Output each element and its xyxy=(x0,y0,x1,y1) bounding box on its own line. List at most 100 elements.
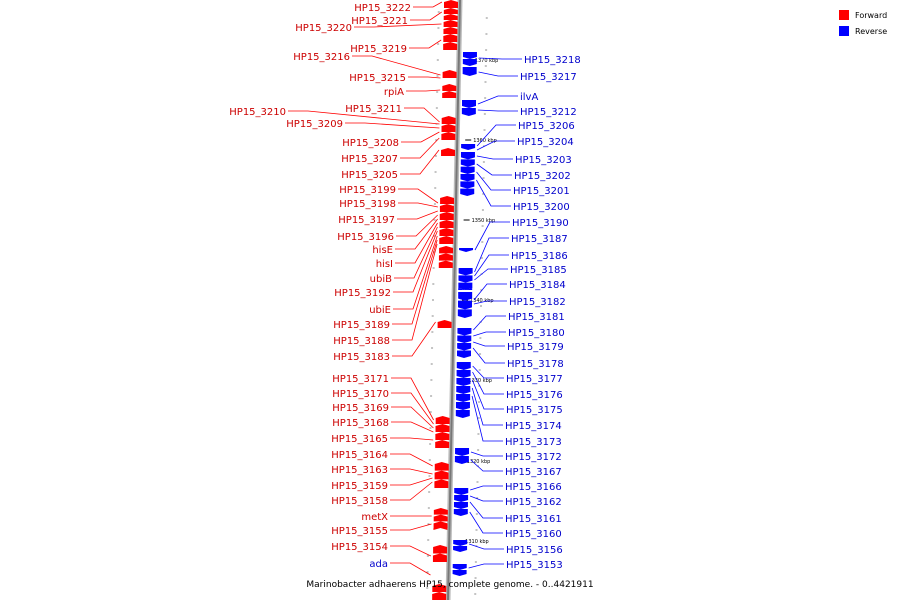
forward-gene-leader xyxy=(410,11,442,21)
reverse-gene-glyph xyxy=(460,159,475,167)
reverse-gene-glyph xyxy=(456,394,471,402)
forward-gene-leader xyxy=(393,230,438,293)
reverse-gene-glyph xyxy=(461,108,476,116)
forward-gene-label: HP15_3210 xyxy=(229,107,286,118)
forward-gene-leader xyxy=(392,321,436,357)
forward-gene-label: ada xyxy=(369,559,388,570)
reverse-gene-glyph xyxy=(460,181,475,189)
reverse-gene-label: HP15_3167 xyxy=(505,467,562,478)
forward-gene-label: HP15_3221 xyxy=(351,16,408,27)
forward-gene-leader xyxy=(392,239,438,325)
forward-gene-label: HP15_3197 xyxy=(338,215,395,226)
forward-gene-label: HP15_3159 xyxy=(331,481,388,492)
reverse-gene-leader xyxy=(470,459,503,472)
forward-gene-glyphs xyxy=(432,0,458,600)
forward-gene-glyph xyxy=(441,132,456,140)
reverse-gene-label: HP15_3160 xyxy=(505,529,562,540)
forward-gene-label: HP15_3189 xyxy=(333,320,390,331)
reverse-gene-label: HP15_3174 xyxy=(505,421,562,432)
forward-gene-label: rpiA xyxy=(384,87,404,98)
reverse-gene-glyph xyxy=(460,188,475,196)
reverse-gene-label: HP15_3179 xyxy=(507,342,564,353)
forward-gene-label: HP15_3196 xyxy=(337,232,394,243)
forward-gene-label: HP15_3207 xyxy=(341,154,398,165)
forward-gene-leader xyxy=(401,131,440,143)
forward-gene-glyph xyxy=(438,253,453,261)
legend-label-reverse: Reverse xyxy=(855,27,887,36)
reverse-gene-glyph xyxy=(456,350,471,358)
reverse-gene-glyph xyxy=(458,275,473,283)
reverse-gene-glyph xyxy=(455,402,470,410)
forward-gene-glyph xyxy=(443,42,458,50)
forward-gene-glyph xyxy=(444,0,458,8)
reverse-gene-label: HP15_3204 xyxy=(517,137,574,148)
forward-gene-leader xyxy=(354,23,442,28)
forward-gene-leader xyxy=(398,202,438,208)
reverse-gene-glyph xyxy=(461,144,476,150)
reverse-gene-glyph xyxy=(453,509,468,516)
forward-gene-label: hisI xyxy=(376,259,393,270)
reverse-gene-glyph xyxy=(454,456,469,464)
forward-gene-glyph xyxy=(439,212,454,220)
forward-gene-leader xyxy=(400,137,440,159)
forward-gene-leader xyxy=(390,453,433,467)
reverse-gene-label: HP15_3175 xyxy=(506,405,563,416)
reverse-gene-leader xyxy=(476,155,513,160)
forward-gene-label: HP15_3199 xyxy=(339,185,396,196)
reverse-gene-label: HP15_3182 xyxy=(509,297,566,308)
forward-gene-leader xyxy=(393,235,438,310)
scale-tick-label: 1350 kbp xyxy=(472,218,496,224)
forward-gene-label: HP15_3216 xyxy=(293,52,350,63)
scale-tick-label: 1360 kbp xyxy=(473,138,497,144)
reverse-gene-glyph xyxy=(458,288,473,290)
reverse-gene-leader xyxy=(476,124,516,147)
reverse-gene-leader xyxy=(469,495,503,502)
forward-gene-leader xyxy=(408,76,441,79)
reverse-gene-label: HP15_3201 xyxy=(513,186,570,197)
reverse-gene-label: HP15_3206 xyxy=(518,121,575,132)
reverse-gene-label: HP15_3217 xyxy=(520,72,577,83)
reverse-gene-label: HP15_3187 xyxy=(511,234,568,245)
reverse-gene-label: HP15_3173 xyxy=(505,437,562,448)
forward-gene-label: HP15_3164 xyxy=(331,450,388,461)
forward-gene-leader xyxy=(391,421,434,433)
forward-gene-glyph xyxy=(442,84,457,91)
forward-gene-glyph xyxy=(438,260,453,268)
backbone xyxy=(445,0,463,600)
reverse-gene-label: HP15_3202 xyxy=(514,171,571,182)
forward-gene-glyph xyxy=(433,521,448,528)
reverse-gene-glyph xyxy=(462,52,477,59)
forward-gene-leader xyxy=(391,377,434,421)
reverse-gene-label: HP15_3200 xyxy=(513,202,570,213)
reverse-gene-glyph xyxy=(455,410,470,418)
reverse-gene-leader xyxy=(474,268,508,281)
forward-gene-glyph xyxy=(442,70,457,78)
reverse-gene-label: ilvA xyxy=(520,92,538,103)
forward-gene-label: HP15_3211 xyxy=(345,104,402,115)
reverse-gene-glyph xyxy=(457,309,472,318)
forward-gene-label: HP15_3219 xyxy=(350,44,407,55)
forward-gene-label: HP15_3155 xyxy=(331,526,388,537)
reverse-gene-label: HP15_3176 xyxy=(506,390,563,401)
reverse-gene-glyph xyxy=(462,59,477,66)
forward-gene-label: HP15_3220 xyxy=(295,23,352,34)
forward-gene-leader xyxy=(390,437,434,441)
reverse-gene-label: HP15_3203 xyxy=(515,155,572,166)
legend: Forward Reverse xyxy=(839,10,887,36)
forward-gene-leader xyxy=(396,214,438,237)
forward-gene-label: HP15_3163 xyxy=(331,465,388,476)
forward-gene-glyph xyxy=(435,432,450,440)
forward-gene-glyph xyxy=(439,220,454,228)
forward-gene-labels: HP15_3222HP15_3221HP15_3220HP15_3219HP15… xyxy=(229,1,443,576)
reverse-gene-glyph xyxy=(453,540,468,546)
forward-gene-label: ubiB xyxy=(370,274,392,285)
forward-gene-glyph xyxy=(434,462,449,471)
forward-gene-glyph xyxy=(433,545,448,554)
forward-gene-leader xyxy=(390,562,431,576)
reverse-gene-glyph xyxy=(458,268,473,276)
forward-gene-glyph xyxy=(437,320,452,328)
forward-gene-leader xyxy=(404,107,440,123)
reverse-gene-leader xyxy=(478,71,518,77)
reverse-gene-leader xyxy=(478,57,522,60)
